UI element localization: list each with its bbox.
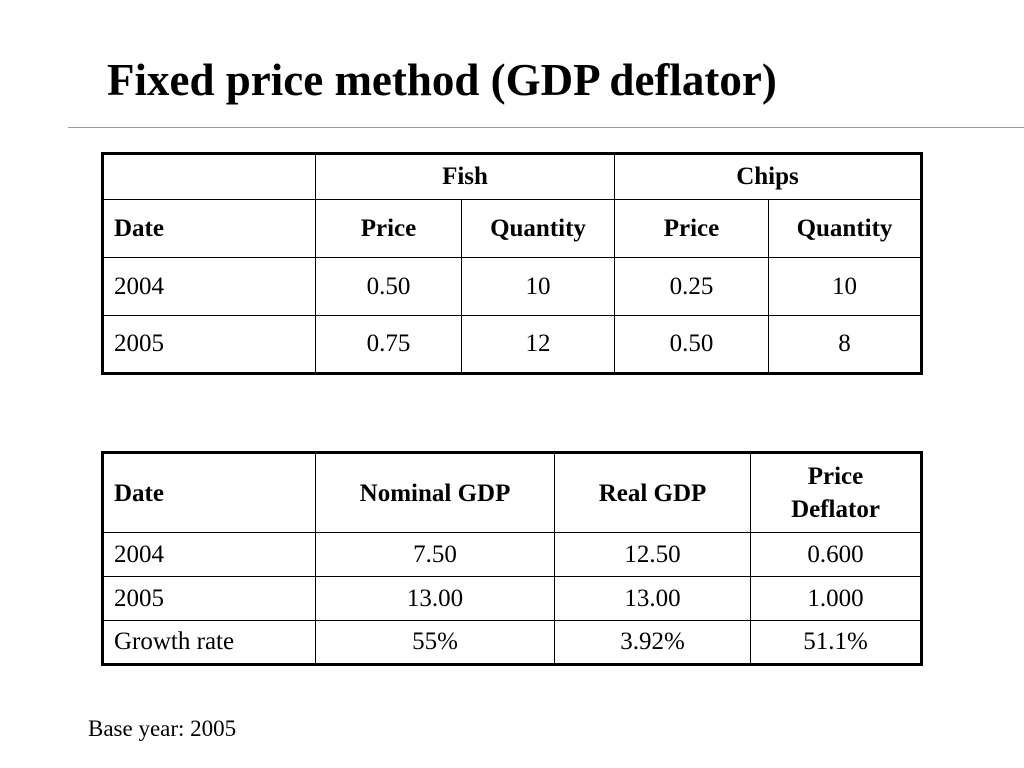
slide-title: Fixed price method (GDP deflator) [107, 55, 777, 105]
cell-real-gdp: 12.50 [554, 532, 751, 577]
cell-fish-quantity: 10 [461, 257, 615, 316]
table-row: Growth rate 55% 3.92% 51.1% [102, 620, 922, 665]
price-quantity-table: Fish Chips Date Price Quantity Price Qua… [101, 152, 923, 375]
column-header-date: Date [102, 199, 316, 258]
cell-price-deflator: 51.1% [750, 620, 922, 665]
empty-header-cell [102, 153, 316, 200]
column-header-date: Date [102, 452, 316, 533]
column-header-fish-quantity: Quantity [461, 199, 615, 258]
cell-fish-quantity: 12 [461, 315, 615, 374]
cell-chips-price: 0.25 [614, 257, 769, 316]
cell-fish-price: 0.50 [315, 257, 462, 316]
column-header-nominal-gdp: Nominal GDP [315, 452, 555, 533]
cell-date: 2004 [102, 532, 316, 577]
cell-date: 2004 [102, 257, 316, 316]
cell-nominal-gdp: 55% [315, 620, 555, 665]
table-row: 2004 7.50 12.50 0.600 [102, 532, 922, 577]
cell-real-gdp: 13.00 [554, 576, 751, 621]
column-header-row: Date Nominal GDP Real GDP Price Deflator [102, 452, 922, 533]
cell-price-deflator: 0.600 [750, 532, 922, 577]
cell-chips-price: 0.50 [614, 315, 769, 374]
table-row: 2005 0.75 12 0.50 8 [102, 315, 922, 374]
cell-growth-rate-label: Growth rate [102, 620, 316, 665]
cell-real-gdp: 3.92% [554, 620, 751, 665]
header-line-price: Price [807, 463, 864, 490]
cell-chips-quantity: 8 [768, 315, 922, 374]
gdp-deflator-table: Date Nominal GDP Real GDP Price Deflator … [101, 451, 923, 666]
column-header-row: Date Price Quantity Price Quantity [102, 199, 922, 258]
cell-fish-price: 0.75 [315, 315, 462, 374]
group-header-row: Fish Chips [102, 153, 922, 200]
table-row: 2004 0.50 10 0.25 10 [102, 257, 922, 316]
column-header-real-gdp: Real GDP [554, 452, 751, 533]
title-divider [68, 127, 1024, 128]
header-line-deflator: Deflator [791, 496, 880, 523]
cell-nominal-gdp: 13.00 [315, 576, 555, 621]
cell-date: 2005 [102, 315, 316, 374]
table-row: 2005 13.00 13.00 1.000 [102, 576, 922, 621]
column-header-chips-quantity: Quantity [768, 199, 922, 258]
group-header-fish: Fish [315, 153, 615, 200]
cell-chips-quantity: 10 [768, 257, 922, 316]
cell-nominal-gdp: 7.50 [315, 532, 555, 577]
column-header-fish-price: Price [315, 199, 462, 258]
column-header-chips-price: Price [614, 199, 769, 258]
cell-price-deflator: 1.000 [750, 576, 922, 621]
group-header-chips: Chips [614, 153, 922, 200]
base-year-note: Base year: 2005 [88, 716, 237, 741]
column-header-price-deflator: Price Deflator [750, 452, 922, 533]
cell-date: 2005 [102, 576, 316, 621]
